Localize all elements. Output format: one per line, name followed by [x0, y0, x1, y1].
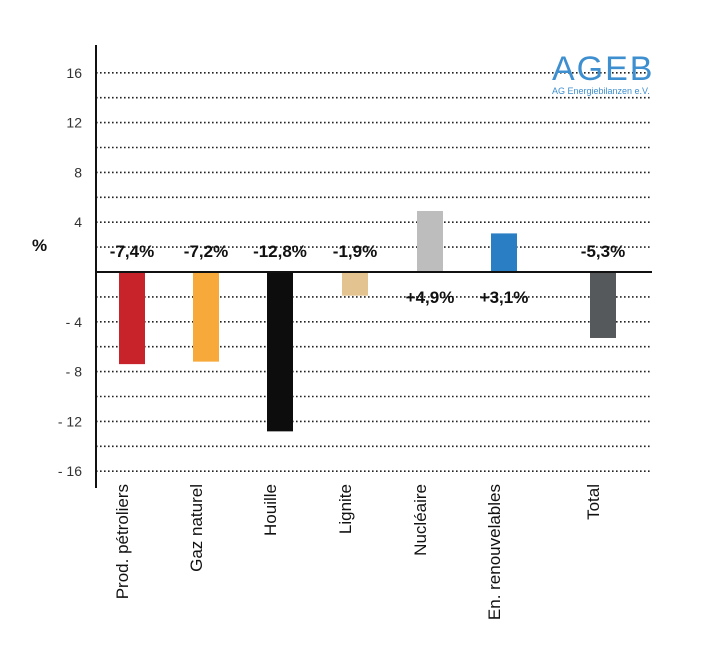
grid-lines — [96, 72, 652, 473]
category-label: Total — [584, 484, 603, 520]
bar-3 — [342, 272, 368, 296]
category-labels: Prod. pétroliers Gaz naturel Houille Lignit… — [113, 484, 603, 620]
y-tick-label: - 16 — [58, 463, 82, 479]
y-axis-ticks: 16 12 8 4 - 4 - 8 - 12 - 16 — [58, 65, 82, 479]
data-label: -7,2% — [184, 242, 228, 261]
logo-wordmark: AGEB — [552, 50, 655, 88]
bar-0 — [119, 272, 145, 365]
data-label: +4,9% — [406, 288, 455, 307]
y-tick-label: 4 — [74, 214, 82, 230]
bar-4 — [417, 210, 443, 272]
data-label: -1,9% — [333, 242, 377, 261]
data-label: -5,3% — [581, 242, 625, 261]
category-label: En. renouvelables — [485, 484, 504, 620]
data-label: -7,4% — [110, 242, 154, 261]
axes — [95, 45, 652, 488]
category-label: Nucléaire — [411, 484, 430, 556]
y-tick-label: 16 — [66, 65, 82, 81]
y-axis-unit-label: % — [32, 236, 47, 255]
bar-6 — [590, 272, 616, 338]
y-tick-label: - 4 — [66, 314, 83, 330]
data-label: +3,1% — [480, 288, 529, 307]
y-tick-label: 12 — [66, 115, 82, 131]
data-label: -12,8% — [253, 242, 307, 261]
y-tick-label: 8 — [74, 164, 82, 180]
category-label: Gaz naturel — [187, 484, 206, 572]
bar-2 — [267, 272, 293, 432]
category-label: Houille — [261, 484, 280, 536]
bars — [119, 210, 616, 432]
bar-1 — [193, 272, 219, 362]
bar-5 — [491, 233, 517, 272]
logo-subtitle: AG Energiebilanzen e.V. — [552, 86, 650, 96]
data-labels: -7,4% -7,2% -12,8% -1,9% +4,9% +3,1% -5,3% — [110, 242, 625, 307]
ageb-logo: AGEB AG Energiebilanzen e.V. — [552, 52, 662, 96]
y-tick-label: - 8 — [66, 364, 83, 380]
category-label: Prod. pétroliers — [113, 484, 132, 599]
category-label: Lignite — [336, 484, 355, 534]
y-tick-label: - 12 — [58, 413, 82, 429]
